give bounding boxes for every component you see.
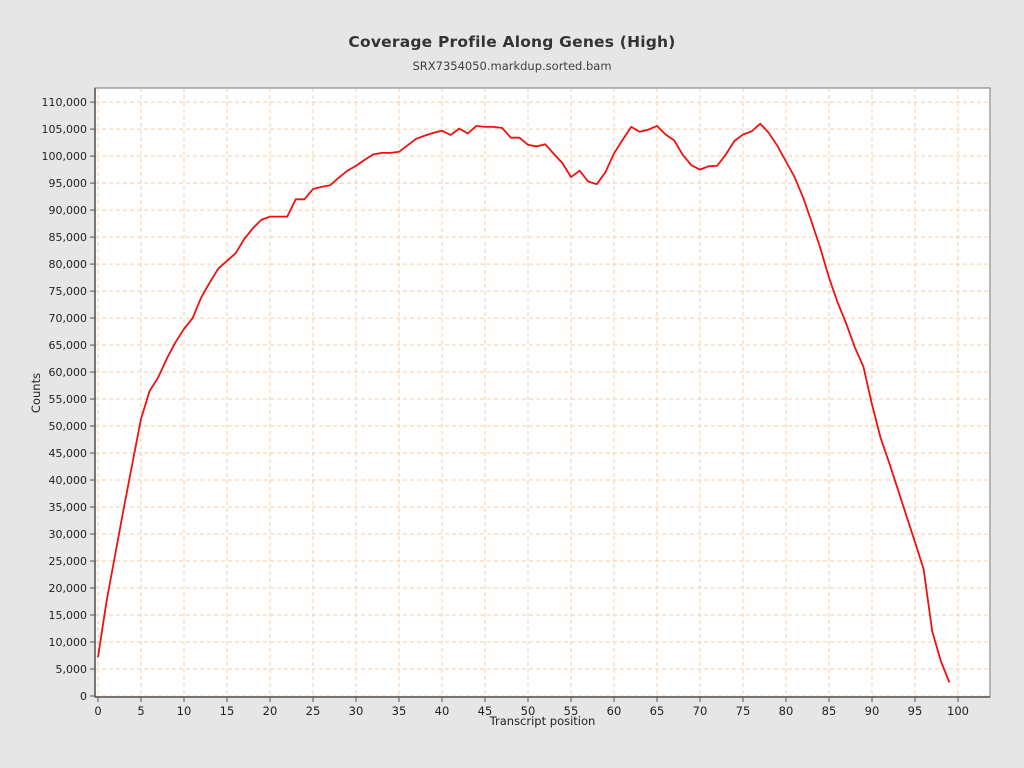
svg-text:65,000: 65,000	[49, 339, 88, 352]
svg-text:35,000: 35,000	[49, 501, 88, 514]
svg-text:20: 20	[263, 704, 278, 718]
svg-text:15,000: 15,000	[49, 609, 88, 622]
svg-text:40,000: 40,000	[49, 474, 88, 487]
svg-text:25,000: 25,000	[49, 555, 88, 568]
svg-text:85: 85	[822, 704, 837, 718]
svg-text:65: 65	[650, 704, 665, 718]
svg-text:5,000: 5,000	[56, 663, 88, 676]
x-axis-tick-labels: 0 5 10 15 20 25 30 35 40 45 50 55 60 65 70 75 80 85 90 95 10…	[94, 704, 969, 718]
svg-text:45: 45	[478, 704, 493, 718]
svg-text:60,000: 60,000	[49, 366, 88, 379]
svg-text:50,000: 50,000	[49, 420, 88, 433]
svg-text:30: 30	[349, 704, 364, 718]
svg-text:60: 60	[607, 704, 622, 718]
chart-title: Coverage Profile Along Genes (High)	[348, 33, 676, 51]
svg-text:10: 10	[177, 704, 192, 718]
svg-text:55,000: 55,000	[49, 393, 88, 406]
svg-text:55: 55	[564, 704, 579, 718]
svg-text:25: 25	[306, 704, 321, 718]
svg-text:100,000: 100,000	[42, 150, 88, 163]
coverage-series-line	[97, 122, 951, 683]
svg-text:80,000: 80,000	[49, 258, 88, 271]
svg-text:20,000: 20,000	[49, 582, 88, 595]
svg-text:0: 0	[94, 704, 101, 718]
grid-lines	[95, 88, 990, 697]
svg-text:40: 40	[435, 704, 450, 718]
svg-text:85,000: 85,000	[49, 231, 88, 244]
svg-text:70,000: 70,000	[49, 312, 88, 325]
svg-text:45,000: 45,000	[49, 447, 88, 460]
plot-area	[95, 88, 990, 697]
svg-text:70: 70	[693, 704, 708, 718]
axes	[94, 88, 990, 698]
svg-text:105,000: 105,000	[42, 123, 88, 136]
svg-text:75,000: 75,000	[49, 285, 88, 298]
svg-text:30,000: 30,000	[49, 528, 88, 541]
svg-text:95,000: 95,000	[49, 177, 88, 190]
tick-marks	[90, 101, 959, 702]
chart-subtitle: SRX7354050.markdup.sorted.bam	[412, 59, 612, 73]
svg-text:75: 75	[736, 704, 751, 718]
svg-text:100: 100	[947, 704, 969, 718]
svg-text:15: 15	[220, 704, 235, 718]
svg-text:80: 80	[779, 704, 794, 718]
svg-text:90: 90	[865, 704, 880, 718]
svg-text:50: 50	[521, 704, 536, 718]
svg-text:90,000: 90,000	[49, 204, 88, 217]
svg-text:10,000: 10,000	[49, 636, 88, 649]
x-axis-title: Transcript position	[489, 714, 596, 728]
svg-text:0: 0	[80, 690, 87, 703]
svg-text:35: 35	[392, 704, 407, 718]
svg-text:110,000: 110,000	[42, 96, 88, 109]
y-axis-tick-labels: 0 5,000 10,000 15,000 20,000 25,000 30,000 35,0…	[42, 96, 88, 703]
svg-text:5: 5	[137, 704, 144, 718]
svg-text:95: 95	[908, 704, 923, 718]
